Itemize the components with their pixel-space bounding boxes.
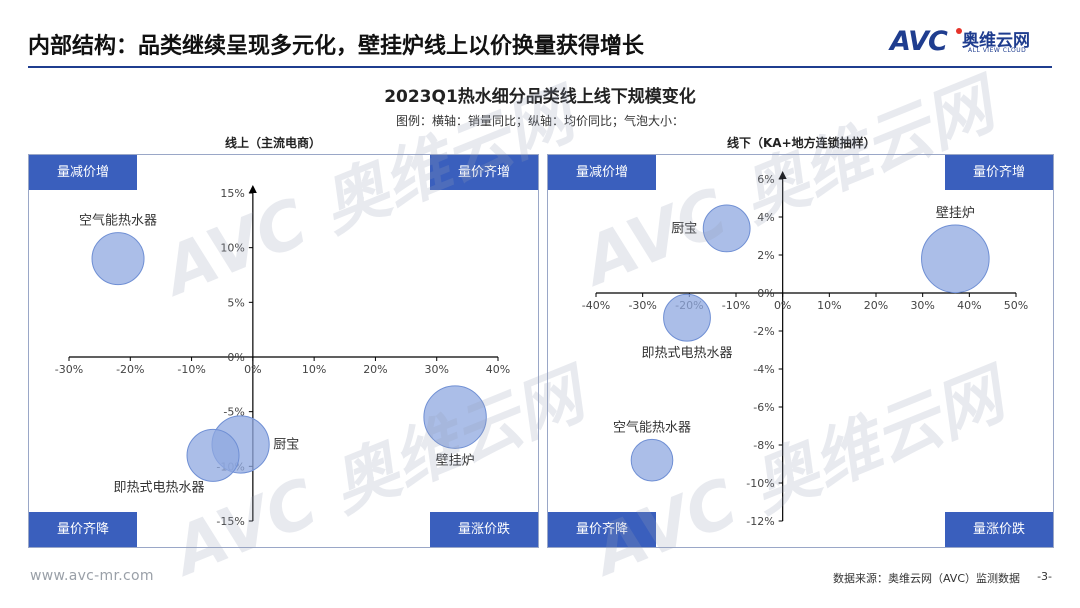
bubble-label: 空气能热水器 bbox=[79, 213, 157, 229]
bubble-label: 壁挂炉 bbox=[936, 206, 975, 221]
x-tick-label: -40% bbox=[582, 299, 610, 312]
quadrant-top-left: 量减价增 bbox=[548, 155, 656, 190]
y-tick-label: 4% bbox=[757, 211, 774, 224]
y-tick-label: -12% bbox=[746, 515, 774, 528]
quadrant-top-left: 量减价增 bbox=[29, 155, 137, 190]
x-tick-label: 30% bbox=[910, 299, 934, 312]
header-divider bbox=[28, 66, 1052, 68]
y-tick-label: 2% bbox=[757, 249, 774, 262]
bubble bbox=[663, 293, 711, 342]
website-link[interactable]: www.avc-mr.com bbox=[30, 568, 154, 584]
bubble-label: 壁挂炉 bbox=[436, 453, 475, 468]
x-tick-label: 40% bbox=[486, 363, 510, 376]
y-axis-arrow bbox=[248, 185, 257, 193]
chart-legend-text: 图例：横轴：销量同比；纵轴：均价同比；气泡大小： bbox=[395, 114, 684, 128]
chart-main-title: 2023Q1热水细分品类线上线下规模变化 bbox=[384, 87, 696, 107]
bubble bbox=[921, 224, 990, 294]
x-tick-label: -10% bbox=[177, 363, 205, 376]
y-tick-label: 10% bbox=[220, 242, 244, 255]
bubble-label: 空气能热水器 bbox=[613, 419, 691, 435]
x-tick-label: -30% bbox=[55, 363, 83, 376]
y-tick-label: -4% bbox=[753, 363, 774, 376]
bubble bbox=[630, 438, 674, 482]
y-tick-label: 15% bbox=[220, 187, 244, 200]
x-tick-label: 0% bbox=[244, 363, 261, 376]
x-tick-label: 20% bbox=[363, 363, 387, 376]
bubble bbox=[186, 428, 240, 482]
x-tick-label: 10% bbox=[302, 363, 326, 376]
quadrant-bottom-left: 量价齐降 bbox=[29, 512, 137, 547]
bubble bbox=[423, 385, 487, 449]
offline-bubble-chart: -40%-30%-20%-10%0%10%20%30%40%50%6%4%2%0… bbox=[547, 154, 1054, 548]
y-axis-arrow bbox=[778, 171, 787, 179]
bubble-label: 厨宝 bbox=[671, 221, 697, 236]
y-tick-label: 5% bbox=[227, 296, 244, 309]
x-tick-label: 50% bbox=[1004, 299, 1028, 312]
online-panel-title: 线上（主流电商） bbox=[225, 136, 322, 150]
online-chart-svg: -30% -20% -10% 0% 10% 20% 30% 40%15%10%5%0%-5%-… bbox=[55, 185, 510, 528]
data-source: 数据来源：奥维云网（AVC）监测数据 bbox=[832, 572, 1020, 585]
offline-panel-title: 线下（KA+地方连锁抽样） bbox=[727, 136, 876, 150]
offline-chart-svg: -40%-30%-20%-10%0%10%20%30%40%50%6%4%2%0… bbox=[582, 171, 1028, 528]
y-tick-label: -15% bbox=[216, 515, 244, 528]
bubble bbox=[91, 232, 145, 286]
logo-avc-text: AVC bbox=[890, 26, 948, 57]
y-tick-label: -8% bbox=[753, 439, 774, 452]
online-bubble-chart: -30% -20% -10% 0% 10% 20% 30% 40% 15% 10% 5% 0% -5% -… bbox=[28, 154, 539, 548]
avc-logo: AVC 奥维云网 ALL VIEW CLOUD bbox=[890, 26, 1050, 62]
logo-cn-text: 奥维云网 bbox=[962, 31, 1030, 51]
bubble bbox=[702, 204, 751, 253]
y-tick-label: -6% bbox=[753, 401, 774, 414]
bubble-label: 厨宝 bbox=[273, 437, 299, 452]
quadrant-bottom-left: 量价齐降 bbox=[548, 512, 656, 547]
y-tick-label: 0% bbox=[227, 351, 244, 364]
page-number: -3- bbox=[1037, 570, 1052, 583]
x-tick-label: 30% bbox=[424, 363, 448, 376]
quadrant-bottom-right: 量涨价跌 bbox=[945, 512, 1053, 547]
x-tick-label: 0% bbox=[774, 299, 791, 312]
y-tick-label: -10% bbox=[746, 477, 774, 490]
quadrant-top-right: 量价齐增 bbox=[430, 155, 538, 190]
quadrant-bottom-right: 量涨价跌 bbox=[430, 512, 538, 547]
logo-en-text: ALL VIEW CLOUD bbox=[968, 47, 1027, 54]
y-tick-label: 0% bbox=[757, 287, 774, 300]
x-tick-label: -30% bbox=[628, 299, 656, 312]
y-tick-label: 6% bbox=[757, 173, 774, 186]
y-tick-label: -2% bbox=[753, 325, 774, 338]
x-tick-label: 20% bbox=[864, 299, 888, 312]
page-title: 内部结构：品类继续呈现多元化，壁挂炉线上以价换量获得增长 bbox=[28, 34, 645, 59]
x-tick-label: 10% bbox=[817, 299, 841, 312]
logo-dot-icon bbox=[956, 28, 962, 34]
x-tick-label: -10% bbox=[722, 299, 750, 312]
x-tick-label: -20% bbox=[116, 363, 144, 376]
bubble-label: 即热式电热水器 bbox=[641, 346, 732, 361]
quadrant-top-right: 量价齐增 bbox=[945, 155, 1053, 190]
bubble-label: 即热式电热水器 bbox=[114, 480, 205, 495]
x-tick-label: 40% bbox=[957, 299, 981, 312]
